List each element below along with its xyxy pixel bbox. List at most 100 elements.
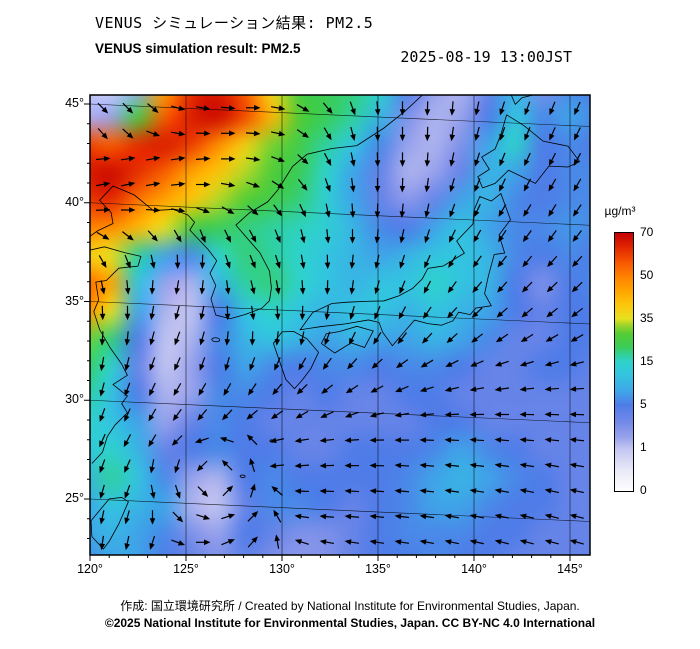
- wind-arrow: [174, 331, 181, 346]
- wind-arrow: [274, 254, 281, 269]
- lat-tick-label: 35°: [65, 293, 84, 308]
- wind-arrow: [171, 539, 186, 546]
- wind-arrow: [246, 409, 258, 420]
- wind-arrow: [544, 488, 559, 494]
- wind-arrow: [419, 386, 434, 393]
- wind-arrow: [224, 254, 231, 269]
- wind-arrow: [374, 152, 381, 167]
- wind-arrow: [573, 204, 582, 217]
- wind-arrow: [371, 358, 383, 369]
- wind-arrow: [322, 102, 333, 114]
- wind-arrow: [444, 462, 460, 469]
- wind-arrow: [349, 254, 356, 270]
- wind-arrow: [349, 305, 355, 320]
- wind-arrow: [170, 207, 186, 214]
- wind-arrow: [469, 437, 485, 443]
- wind-arrow: [249, 483, 256, 498]
- wind-arrow: [350, 152, 356, 167]
- wind-arrow: [347, 358, 358, 370]
- wind-arrow: [246, 181, 261, 188]
- wind-arrow: [249, 254, 256, 269]
- wind-arrow: [469, 513, 484, 520]
- wind-arrow: [447, 307, 458, 319]
- wind-arrow: [349, 203, 356, 218]
- wind-arrow: [294, 539, 309, 545]
- wind-arrow: [424, 254, 431, 269]
- wind-arrow: [271, 130, 286, 137]
- wind-arrow: [394, 539, 410, 545]
- wind-arrow: [246, 434, 258, 446]
- wind-arrow: [99, 433, 106, 448]
- wind-arrow: [100, 280, 106, 295]
- wind-arrow: [469, 462, 485, 469]
- wind-arrow: [324, 229, 331, 244]
- graticule: [90, 95, 590, 555]
- wind-arrow: [519, 513, 534, 520]
- wind-arrow: [444, 386, 459, 392]
- wind-arrow: [223, 382, 232, 396]
- wind-arrow: [224, 305, 231, 321]
- colorbar-tick-label: 1: [640, 440, 647, 454]
- wind-arrow: [419, 539, 435, 545]
- wind-arrow: [569, 386, 585, 392]
- wind-arrow: [571, 281, 583, 293]
- wind-arrow: [424, 152, 431, 167]
- wind-arrow: [273, 509, 282, 523]
- wind-arrow: [124, 510, 130, 525]
- wind-arrow: [419, 411, 435, 418]
- wind-arrow: [399, 280, 406, 295]
- wind-arrow: [174, 459, 181, 474]
- wind-arrow: [247, 511, 259, 522]
- wind-arrow: [197, 409, 208, 421]
- wind-arrow: [524, 152, 531, 167]
- wind-arrow: [124, 331, 131, 346]
- wind-arrow: [469, 488, 485, 494]
- wind-arrow: [149, 357, 156, 371]
- wind-arrow: [448, 255, 457, 268]
- map-clipped-layers: [90, 95, 590, 555]
- wind-arrow: [199, 331, 205, 346]
- wind-arrow: [199, 357, 206, 371]
- wind-arrow: [195, 130, 211, 137]
- coastlines: [90, 95, 581, 550]
- wind-arrow: [99, 356, 105, 372]
- wind-arrow: [170, 155, 186, 162]
- wind-arrow: [270, 105, 286, 111]
- wind-arrow: [544, 437, 560, 443]
- wind-arrow: [348, 331, 356, 345]
- wind-arrow: [299, 203, 306, 218]
- wind-arrow: [473, 229, 482, 243]
- wind-arrow: [271, 486, 283, 496]
- wind-arrow: [275, 280, 281, 295]
- lon-tick-label: 135°: [365, 562, 391, 576]
- wind-arrow: [195, 105, 211, 111]
- wind-arrow: [545, 334, 559, 342]
- wind-arrow: [444, 539, 459, 545]
- lat-tick-label: 30°: [65, 392, 84, 407]
- wind-arrow: [374, 178, 381, 193]
- wind-arrow: [145, 207, 161, 213]
- wind-arrow: [498, 178, 506, 192]
- wind-arrow: [150, 484, 156, 500]
- wind-arrow: [98, 255, 107, 269]
- wind-arrow: [99, 331, 106, 346]
- colorbar-unit-label: µg/m³: [604, 204, 636, 218]
- wind-arrow: [374, 229, 381, 244]
- wind-arrow: [299, 280, 306, 295]
- wind-arrow: [147, 230, 158, 242]
- wind-arrow: [269, 462, 285, 469]
- wind-arrow: [573, 178, 582, 192]
- wind-arrow: [145, 155, 161, 162]
- wind-arrow: [473, 203, 481, 218]
- wind-arrow: [549, 127, 556, 141]
- wind-arrow: [571, 307, 583, 318]
- wind-arrow: [149, 510, 156, 525]
- wind-arrow: [524, 127, 531, 141]
- wind-arrow: [124, 408, 131, 422]
- wind-arrow: [474, 126, 480, 142]
- wind-arrow: [324, 178, 331, 193]
- wind-arrow: [369, 437, 385, 443]
- wind-arrow: [297, 154, 309, 165]
- wind-arrow: [120, 155, 136, 162]
- wind-arrow: [274, 534, 280, 549]
